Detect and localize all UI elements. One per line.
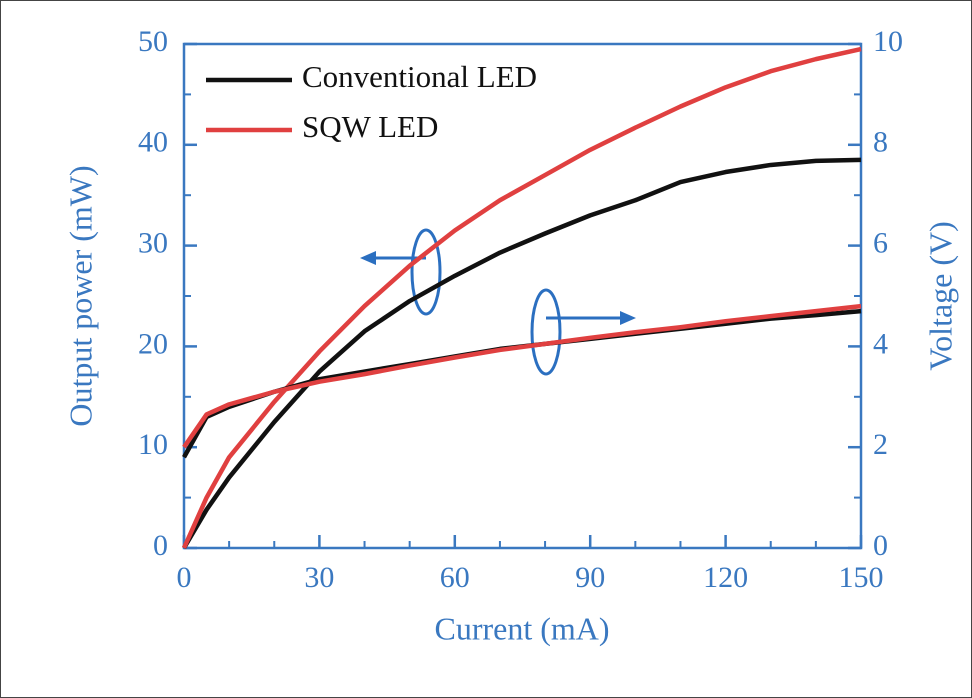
x-tick-label: 150 xyxy=(839,561,884,594)
y-tick-label: 20 xyxy=(138,327,168,360)
y-axis-title: Output power (mW) xyxy=(62,165,98,426)
x-tick-label: 0 xyxy=(177,561,192,594)
y2-tick-label: 0 xyxy=(873,529,888,562)
y-tick-label: 40 xyxy=(138,126,168,159)
series-line xyxy=(182,157,862,550)
x-axis-title: Current (mA) xyxy=(434,610,609,646)
x-tick-label: 120 xyxy=(703,561,748,594)
legend-label: SQW LED xyxy=(302,109,438,144)
x-tick-label: 60 xyxy=(440,561,470,594)
y-tick-label: 0 xyxy=(153,529,168,562)
y2-axis-title: Voltage (V) xyxy=(922,221,958,371)
y2-tick-label: 2 xyxy=(873,428,888,461)
legend-label: Conventional LED xyxy=(302,59,537,94)
y2-tick-label: 10 xyxy=(873,25,903,58)
y2-tick-label: 6 xyxy=(873,226,888,259)
y2-tick-label: 4 xyxy=(873,327,888,360)
y2-tick-label: 8 xyxy=(873,126,888,159)
y-tick-label: 50 xyxy=(138,25,168,58)
series-line xyxy=(181,46,862,549)
series-line xyxy=(182,303,862,449)
annotation-right xyxy=(530,288,636,376)
x-tick-label: 30 xyxy=(304,561,334,594)
x-tick-label: 90 xyxy=(575,561,605,594)
y-tick-label: 10 xyxy=(138,428,168,461)
y-tick-label: 30 xyxy=(138,226,168,259)
